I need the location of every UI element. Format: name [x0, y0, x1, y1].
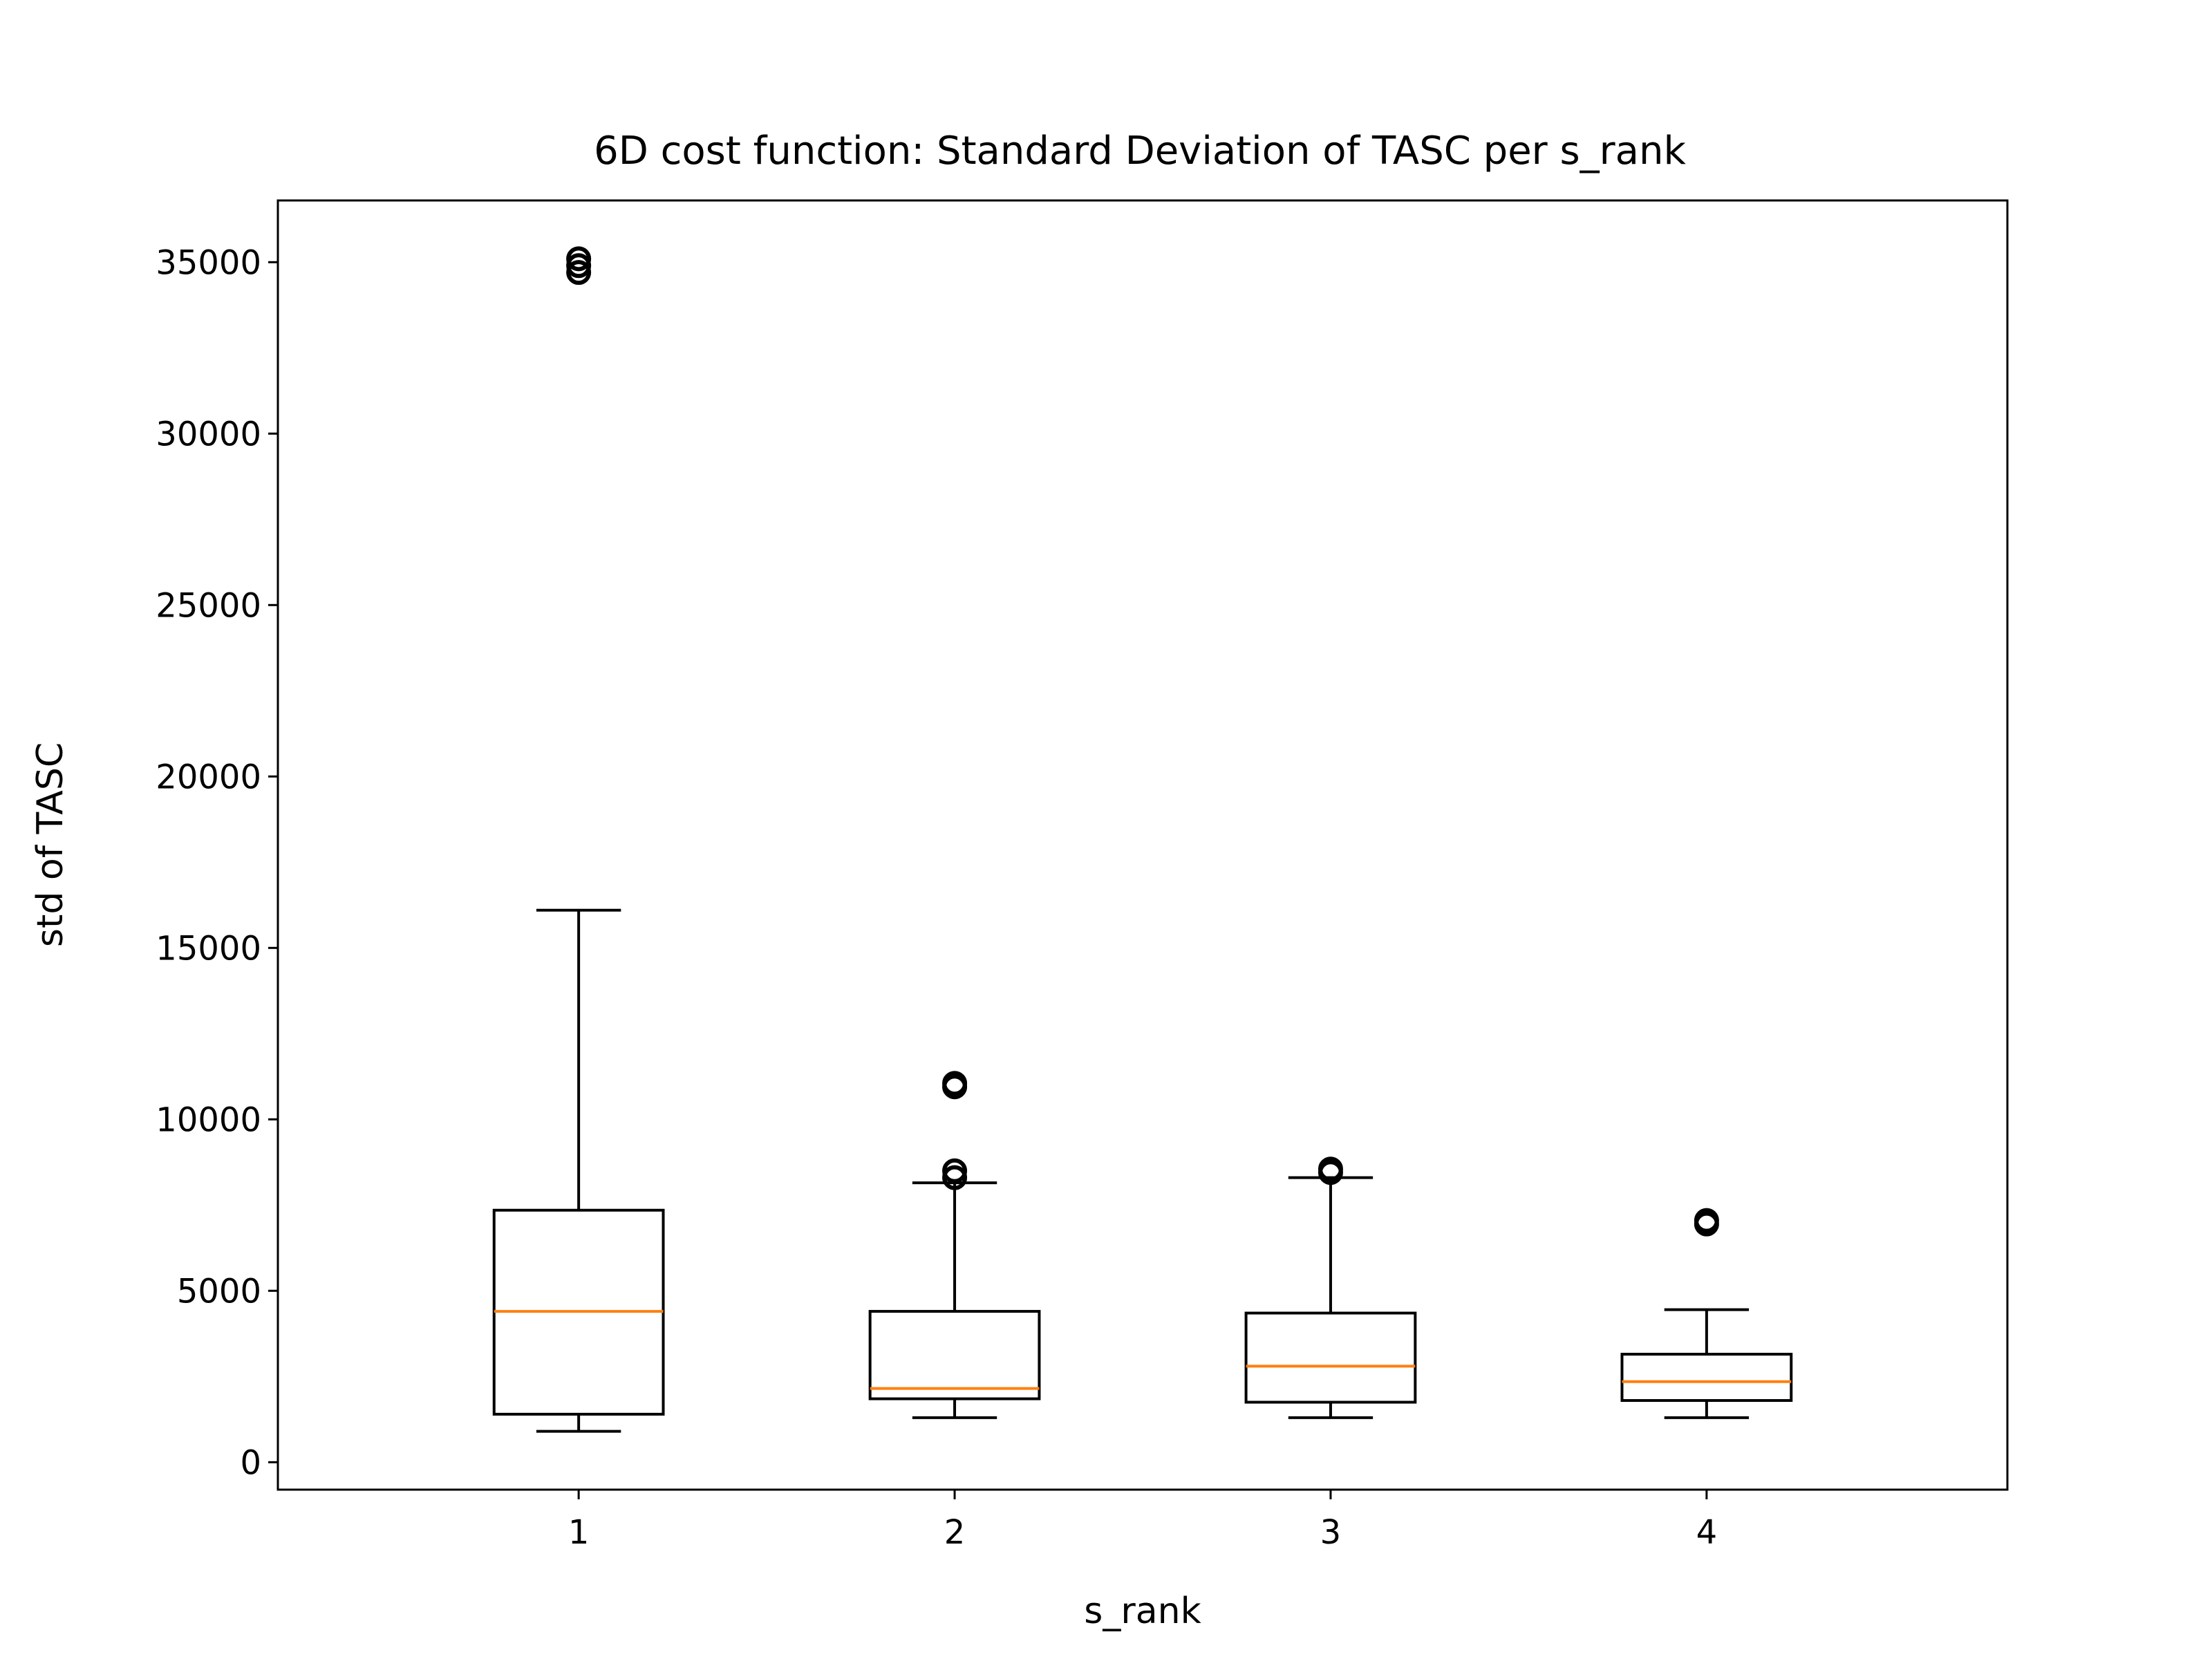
outlier-point — [566, 246, 592, 272]
box — [868, 1310, 1041, 1400]
y-tick-label: 0 — [240, 1443, 261, 1482]
outlier-point — [1318, 1156, 1343, 1182]
y-tick-label: 25000 — [156, 586, 261, 625]
y-tick-label: 10000 — [156, 1100, 261, 1139]
x-tick-label: 2 — [944, 1513, 966, 1552]
y-tick-label: 35000 — [156, 243, 261, 282]
y-tick-label: 30000 — [156, 415, 261, 453]
outlier-point — [1694, 1208, 1719, 1233]
y-tick-label: 15000 — [156, 929, 261, 968]
x-tick-label: 3 — [1320, 1513, 1342, 1552]
box-group-3 — [1244, 1156, 1417, 1419]
chart-title: 6D cost function: Standard Deviation of … — [594, 129, 1686, 174]
x-tick-label: 4 — [1696, 1513, 1718, 1552]
plot-frame — [276, 199, 2009, 1491]
plot-area — [492, 246, 1793, 1433]
outlier-point — [942, 1071, 968, 1096]
box-group-2 — [868, 1071, 1041, 1419]
y-axis-label: std of TASC — [30, 742, 71, 947]
box — [1620, 1353, 1793, 1403]
y-tick-label: 5000 — [177, 1272, 261, 1311]
x-tick-label: 1 — [568, 1513, 590, 1552]
outlier-point — [942, 1158, 968, 1183]
box-group-4 — [1620, 1208, 1793, 1419]
x-axis-label: s_rank — [1084, 1591, 1201, 1632]
box-group-1 — [492, 246, 665, 1433]
box — [1244, 1311, 1417, 1404]
y-tick-label: 20000 — [156, 758, 261, 796]
